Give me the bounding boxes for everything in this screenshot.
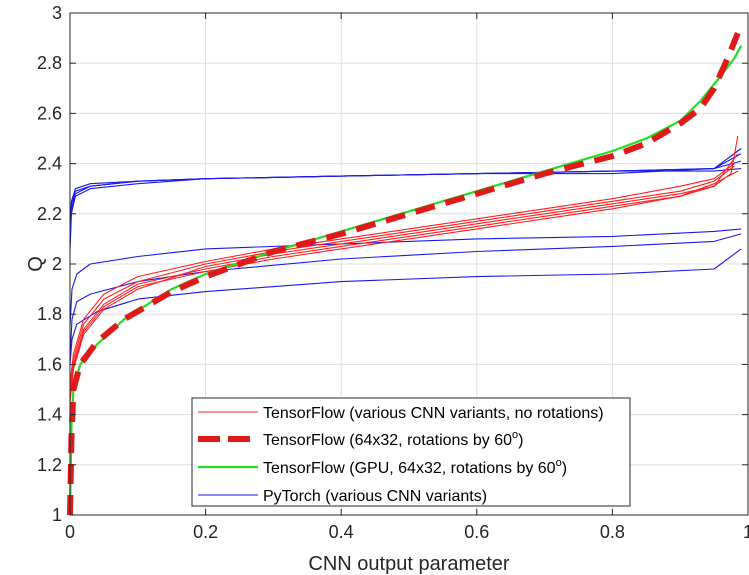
y-tick-label: 2 (52, 254, 62, 274)
x-tick-label: 1 (743, 522, 749, 542)
y-tick-label: 2.6 (37, 103, 62, 123)
legend-label: TensorFlow (GPU, 64x32, rotations by 60o… (263, 457, 567, 477)
y-axis-label: Q (25, 256, 47, 272)
grid (69, 12, 749, 516)
y-tick-label: 3 (52, 3, 62, 23)
y-tick-label: 2.4 (37, 154, 62, 174)
series-line-1 (69, 165, 735, 390)
series-line-5 (67, 31, 741, 516)
legend-label: TensorFlow (64x32, rotations by 60o) (263, 429, 523, 449)
y-tick-label: 1.6 (37, 354, 62, 374)
y-tick-label: 1.4 (37, 405, 62, 425)
series-line-13 (69, 248, 742, 365)
x-tick-label: 0.2 (193, 522, 218, 542)
y-tick-label: 2.2 (37, 204, 62, 224)
y-tick-label: 2.8 (37, 53, 62, 73)
series-line-2 (69, 153, 739, 395)
series-line-10 (69, 168, 742, 234)
series-line-11 (69, 228, 742, 327)
series-layer (67, 31, 743, 516)
x-tick-label: 0.6 (464, 522, 489, 542)
x-tick-label: 0.4 (329, 522, 354, 542)
axis-ticks (69, 12, 749, 516)
series-line-3 (69, 163, 735, 385)
series-line-4 (69, 170, 739, 400)
y-tick-label: 1.8 (37, 304, 62, 324)
tick-labels: 0 0.2 0.4 0.6 0.8 1 1 1.2 1.4 1.6 1.8 2 2.2 2.4 2.6 2.8… (37, 3, 749, 542)
legend-box (191, 397, 631, 507)
legend-label: TensorFlow (various CNN variants, no rot… (263, 405, 604, 422)
x-tick-label: 0.8 (600, 522, 625, 542)
y-tick-label: 1 (52, 505, 62, 525)
x-tick-label: 0 (65, 522, 75, 542)
y-tick-label: 1.2 (37, 455, 62, 475)
legend: TensorFlow (various CNN variants, no rot… (191, 397, 631, 507)
x-axis-label: CNN output parameter (308, 553, 510, 575)
legend-label: PyTorch (various CNN variants) (263, 488, 487, 505)
